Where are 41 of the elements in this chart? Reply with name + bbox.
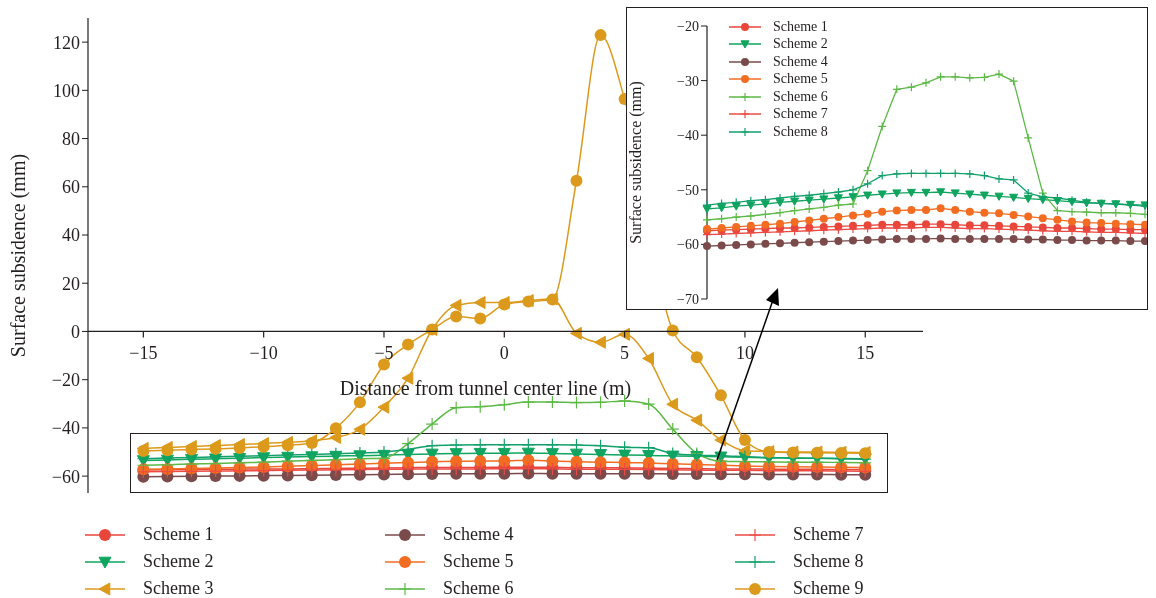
legend-label: Scheme 5: [443, 551, 514, 572]
y-tick-label: −40: [51, 418, 80, 439]
y-tick-label: −60: [51, 466, 80, 487]
y-tick-label: −20: [51, 370, 80, 391]
legend-label: Scheme 7: [773, 106, 828, 123]
y-tick-label: 0: [71, 321, 80, 342]
x-tick-label: 0: [499, 343, 509, 364]
x-tick-label: −5: [374, 343, 394, 364]
legend-label: Scheme 8: [773, 123, 828, 140]
legend-label: Scheme 4: [443, 524, 514, 545]
y-axis-title: Surface subsidence (mm): [7, 153, 31, 358]
legend-label: Scheme 7: [793, 524, 864, 545]
legend-label: Scheme 2: [773, 36, 828, 53]
y-tick-label: −70: [677, 291, 699, 307]
y-tick-label: 80: [62, 128, 80, 149]
y-tick-label: −30: [677, 73, 699, 89]
y-tick-label: 120: [53, 32, 80, 53]
legend-label: Scheme 1: [143, 524, 214, 545]
x-tick-label: 15: [856, 343, 875, 364]
legend-label: Scheme 5: [773, 71, 828, 88]
y-axis-title: Surface subsidence (mm): [626, 81, 645, 244]
legend-label: Scheme 6: [443, 578, 514, 598]
x-tick-label: −15: [129, 343, 158, 364]
legend-label: Scheme 3: [143, 578, 214, 598]
y-tick-label: −40: [677, 128, 699, 144]
y-tick-label: −60: [677, 237, 699, 253]
y-tick-label: 20: [62, 273, 80, 294]
y-tick-label: 40: [62, 225, 80, 246]
y-tick-label: 100: [53, 80, 80, 101]
y-tick-label: −20: [677, 18, 699, 34]
legend-label: Scheme 9: [793, 578, 864, 598]
y-tick-label: 60: [62, 177, 80, 198]
legend-label: Scheme 6: [773, 88, 828, 105]
x-tick-label: −10: [249, 343, 278, 364]
x-tick-label: 10: [735, 343, 754, 364]
legend-label: Scheme 8: [793, 551, 864, 572]
y-tick-label: −50: [677, 182, 699, 198]
legend-label: Scheme 2: [143, 551, 214, 572]
legend-label: Scheme 4: [773, 53, 828, 70]
x-tick-label: 5: [620, 343, 630, 364]
legend-label: Scheme 1: [773, 18, 828, 35]
